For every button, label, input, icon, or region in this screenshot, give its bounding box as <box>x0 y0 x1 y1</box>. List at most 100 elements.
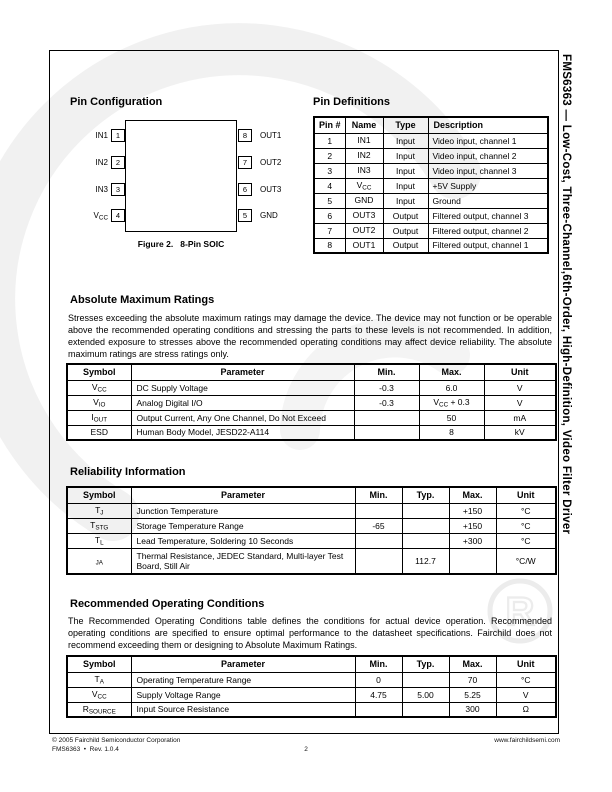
cell-description: Filtered output, channel 3 <box>427 207 549 224</box>
cell-min <box>353 424 420 441</box>
col-header-description: Description <box>427 116 549 134</box>
table-row: VCC Supply Voltage Range 4.75 5.00 5.25 … <box>66 686 557 703</box>
col-header-parameter: Parameter <box>130 486 356 504</box>
svg-text:R: R <box>506 590 535 634</box>
cell-symbol: VIO <box>66 394 132 411</box>
footer-page-number: 2 <box>304 746 308 753</box>
cell-unit: V <box>483 379 557 396</box>
cell-min <box>354 701 403 718</box>
cell-parameter: Storage Temperature Range <box>130 517 356 534</box>
col-header-typ: Typ. <box>401 655 450 673</box>
cell-name: IN1 <box>344 132 384 149</box>
cell-name: OUT3 <box>344 207 384 224</box>
cell-min: -65 <box>354 517 403 534</box>
cell-type: Input <box>382 147 429 164</box>
page-border-frame <box>49 50 559 734</box>
table-row: TSTG Storage Temperature Range -65 +150 … <box>66 517 557 534</box>
cell-typ <box>401 532 450 549</box>
table-row: TA Operating Temperature Range 0 70 °C <box>66 671 557 688</box>
cell-unit: mA <box>483 409 557 426</box>
cell-name: OUT1 <box>344 237 384 254</box>
cell-name: GND <box>344 192 384 209</box>
pin-definitions-table: Pin # Name Type Description 1 IN1 Input … <box>313 116 549 254</box>
cell-symbol: TA <box>66 671 132 688</box>
col-header-unit: Unit <box>483 363 557 381</box>
pin-diagram: IN1 1 IN2 2 IN3 3 VCC 4 8 OUT1 7 OUT2 6 … <box>84 118 304 263</box>
cell-min: 4.75 <box>354 686 403 703</box>
table-row: VCC DC Supply Voltage -0.3 6.0 V <box>66 379 557 396</box>
table-row: 4 VCC Input +5V Supply <box>313 177 549 194</box>
pin-label-out2: OUT2 <box>260 158 282 167</box>
table-header-row: Pin # Name Type Description <box>313 116 549 134</box>
cell-description: Video input, channel 3 <box>427 162 549 179</box>
table-row: 5 GND Input Ground <box>313 192 549 209</box>
pin-configuration-title: Pin Configuration <box>70 96 163 108</box>
cell-max: +150 <box>448 502 497 519</box>
cell-symbol: VCC <box>66 379 132 396</box>
cell-type: Output <box>382 222 429 239</box>
cell-min <box>354 547 403 575</box>
cell-symbol: VCC <box>66 686 132 703</box>
roc-intro-paragraph: The Recommended Operating Conditions tab… <box>68 616 552 650</box>
cell-pin: 4 <box>313 177 346 194</box>
col-header-parameter: Parameter <box>130 655 356 673</box>
cell-pin: 8 <box>313 237 346 254</box>
cell-symbol: TSTG <box>66 517 132 534</box>
table-row: TL Lead Temperature, Soldering 10 Second… <box>66 532 557 549</box>
amr-intro-paragraph: Stresses exceeding the absolute maximum … <box>68 313 552 359</box>
table-row: 2 IN2 Input Video input, channel 2 <box>313 147 549 164</box>
cell-pin: 3 <box>313 162 346 179</box>
table-row: 3 IN3 Input Video input, channel 3 <box>313 162 549 179</box>
cell-name: IN3 <box>344 162 384 179</box>
cell-max: 50 <box>418 409 485 426</box>
registered-trademark-watermark-icon: R <box>487 578 553 644</box>
cell-typ <box>401 671 450 688</box>
cell-pin: 1 <box>313 132 346 149</box>
cell-description: Ground <box>427 192 549 209</box>
cell-symbol: IOUT <box>66 409 132 426</box>
cell-parameter: DC Supply Voltage <box>130 379 355 396</box>
sidebar-vertical-title: FMS6363 — Low-Cost, Three-Channel,6th-Or… <box>560 54 572 535</box>
cell-max: 8 <box>418 424 485 441</box>
pin-label-in1: IN1 <box>95 131 108 140</box>
cell-unit: kV <box>483 424 557 441</box>
col-header-type: Type <box>382 116 429 134</box>
cell-symbol: JA <box>66 547 132 575</box>
cell-symbol: TL <box>66 532 132 549</box>
cell-symbol: RSOURCE <box>66 701 132 718</box>
cell-name: OUT2 <box>344 222 384 239</box>
cell-pin: 5 <box>313 192 346 209</box>
col-header-symbol: Symbol <box>66 363 132 381</box>
cell-max: VCC + 0.3 <box>418 394 485 411</box>
col-header-max: Max. <box>448 655 497 673</box>
cell-type: Input <box>382 192 429 209</box>
pin-box-5: 5 <box>238 209 252 222</box>
cell-name: IN2 <box>344 147 384 164</box>
cell-unit: V <box>495 686 557 703</box>
cell-max: 6.0 <box>418 379 485 396</box>
col-header-name: Name <box>344 116 384 134</box>
figure-caption: Figure 2. 8-Pin SOIC <box>137 239 225 249</box>
pin-box-2: 2 <box>111 156 125 169</box>
cell-description: Video input, channel 1 <box>427 132 549 149</box>
cell-min <box>354 532 403 549</box>
pin-label-in3: IN3 <box>95 185 108 194</box>
col-header-min: Min. <box>353 363 420 381</box>
soic-chip-body <box>125 120 237 232</box>
table-row: 1 IN1 Input Video input, channel 1 <box>313 132 549 149</box>
cell-type: Input <box>382 177 429 194</box>
table-header-row: Symbol Parameter Min. Typ. Max. Unit <box>66 655 557 673</box>
cell-max: +300 <box>448 532 497 549</box>
cell-typ <box>401 701 450 718</box>
col-header-symbol: Symbol <box>66 486 132 504</box>
cell-min <box>354 502 403 519</box>
cell-type: Input <box>382 162 429 179</box>
reliability-table: Symbol Parameter Min. Typ. Max. Unit TJ … <box>66 486 557 575</box>
cell-min: -0.3 <box>353 379 420 396</box>
cell-parameter: Output Current, Any One Channel, Do Not … <box>130 409 355 426</box>
col-header-parameter: Parameter <box>130 363 355 381</box>
cell-max: 70 <box>448 671 497 688</box>
roc-section-title: Recommended Operating Conditions <box>70 598 265 610</box>
reliability-section-title: Reliability Information <box>70 466 186 478</box>
